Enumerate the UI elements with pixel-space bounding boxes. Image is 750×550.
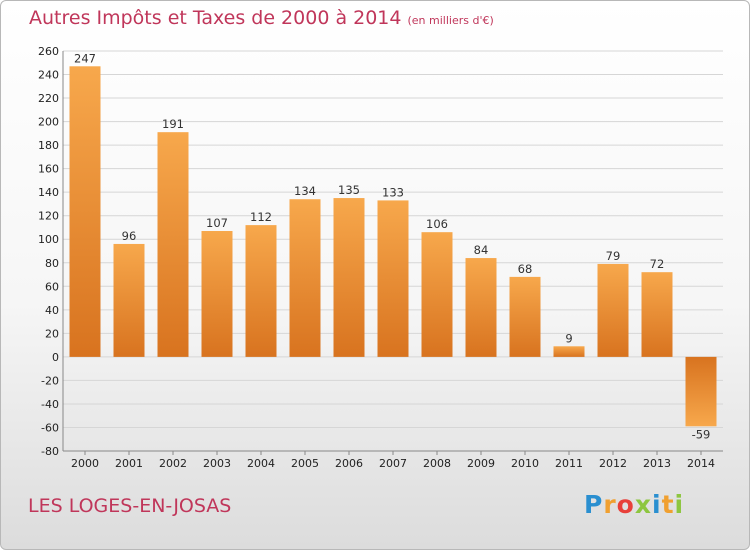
bar [685,356,717,427]
bar [597,263,629,357]
x-tick-labels: 2000 2001 2002 2003 2004 2005 2006 2007 2008 2009… [71,451,715,470]
data-labels: 247 96 191 107 112 134 135 133 106 84 68 9 79 72 -59 [74,51,710,441]
y-tick-label: 240 [38,69,59,82]
x-tick-label: 2007 [379,457,407,470]
y-tick-label: 60 [45,280,59,293]
data-label: 96 [122,229,137,243]
logo-letter: P [584,490,604,519]
chart-unit: (en milliers d'€) [407,14,494,27]
data-label: 9 [565,331,572,345]
bar [509,276,541,357]
bar [245,225,277,357]
x-tick-label: 2011 [555,457,583,470]
y-tick-label: 180 [38,139,59,152]
x-tick-label: 2014 [687,457,715,470]
bar [113,243,145,357]
commune-name: LES LOGES-EN-JOSAS [28,495,232,517]
y-tick-label: 120 [38,210,59,223]
y-tick-label: 140 [38,186,59,199]
data-label: 68 [518,262,533,276]
y-tick-label: -20 [41,374,59,387]
y-tick-label: 220 [38,92,59,105]
y-tick-label: 160 [38,163,59,176]
chart-title-text: Autres Impôts et Taxes de 2000 à 2014 [29,7,402,29]
logo-letter: r [603,490,617,519]
y-tick-label: 0 [52,351,59,364]
logo-letter: o [616,490,635,519]
bar [289,199,321,357]
x-tick-label: 2008 [423,457,451,470]
chart-title: Autres Impôts et Taxes de 2000 à 2014 (en… [29,7,494,29]
x-tick-label: 2005 [291,457,319,470]
bar [201,231,233,357]
y-tick-label: -60 [41,421,59,434]
x-tick-label: 2009 [467,457,495,470]
y-tick-label: 260 [38,45,59,58]
proxiti-logo[interactable]: Proxiti [584,490,684,519]
y-tick-label: 40 [45,304,59,317]
data-label: 247 [74,51,96,65]
y-tick-label: 200 [38,116,59,129]
data-label: 84 [474,243,489,257]
bar [157,132,189,357]
data-label: -59 [692,427,711,441]
data-label: 134 [294,184,316,198]
data-label: 107 [206,216,228,230]
bar [465,258,497,357]
y-tick-label: -80 [41,445,59,458]
logo-letter: i [652,490,662,519]
y-tick-label: 100 [38,233,59,246]
logo-letter: i [674,490,685,519]
data-label: 112 [250,210,272,224]
y-tick-label: 20 [45,327,59,340]
data-label: 135 [338,183,360,197]
x-tick-label: 2012 [599,457,627,470]
bar [421,232,453,357]
y-tick-label: 80 [45,257,59,270]
y-tick-labels: -80 -60 -40 -20 0 20 40 60 80 100 120 140 160 180 200 2… [38,45,59,458]
bars [69,66,717,427]
bar [333,198,365,357]
bar [641,272,673,357]
data-label: 106 [426,217,448,231]
logo-letter: x [634,490,652,519]
data-label: 79 [606,249,621,263]
x-tick-label: 2010 [511,457,539,470]
x-tick-label: 2002 [159,457,187,470]
x-tick-label: 2000 [71,457,99,470]
logo-letter: t [661,490,675,519]
x-tick-label: 2001 [115,457,143,470]
x-tick-label: 2006 [335,457,363,470]
data-label: 133 [382,185,404,199]
bar [377,200,409,357]
bar [69,66,101,357]
y-tick-label: -40 [41,398,59,411]
x-tick-label: 2003 [203,457,231,470]
x-tick-label: 2004 [247,457,275,470]
bar [553,346,585,357]
data-label: 72 [650,257,665,271]
data-label: 191 [162,117,184,131]
x-tick-label: 2013 [643,457,671,470]
